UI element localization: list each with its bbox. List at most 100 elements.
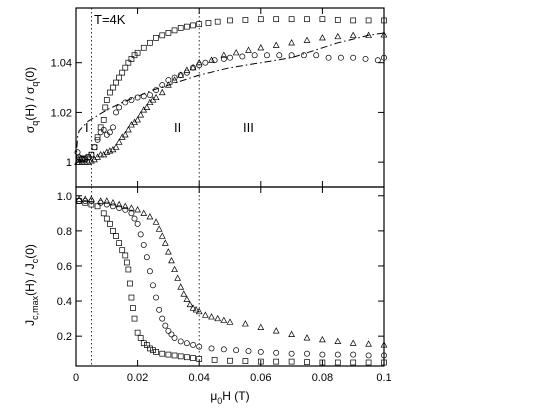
top-circle-marker [300, 52, 307, 59]
top-circle-marker [134, 94, 141, 101]
bot-triangle-marker [103, 197, 111, 204]
bot-square-marker [131, 315, 138, 322]
top-square-marker [319, 16, 326, 23]
bot-square-marker [116, 240, 122, 247]
top-triangle-marker [272, 41, 280, 48]
top-y-axis-label: σq(H) / σq(0) [23, 67, 40, 133]
bot-circle-marker [122, 206, 129, 213]
top-triangle-marker [143, 103, 151, 110]
top-plot-frame [75, 7, 385, 188]
x-tick-label: 0.08 [312, 372, 333, 384]
bottom-x-ticks: 0 0.02 0.04 0.06 0.08 0.1 [73, 187, 392, 384]
bot-triangle-marker [128, 204, 135, 211]
top-y-label-sub2: q [30, 82, 40, 87]
bot-circle-marker [153, 294, 160, 301]
bot-triangle-marker [155, 225, 163, 232]
top-y-label-sigma: σ [23, 125, 37, 133]
bottom-plot-frame [75, 186, 385, 367]
bot-square-marker [123, 259, 130, 266]
bottom-panel: 0.2 0.4 0.6 0.8 1.0 0 0.02 0.04 0.06 0.08 0.1 Jc,… [23, 186, 392, 406]
bot-circle-marker [150, 282, 156, 289]
top-y-tick-label: 1.02 [51, 107, 72, 119]
top-square-marker [273, 16, 280, 23]
bot-y-tick-label: 0.2 [57, 331, 72, 343]
bot-triangle-marker [146, 213, 154, 220]
bottom-data-markers [75, 195, 388, 366]
top-square-marker [102, 104, 109, 111]
bot-circle-marker [177, 338, 184, 345]
top-circle-marker [122, 99, 129, 106]
top-square-marker [159, 32, 166, 39]
bot-triangle-marker [174, 274, 182, 281]
top-square-marker [125, 59, 132, 66]
bot-triangle-marker [365, 340, 372, 347]
top-circle-marker [325, 54, 332, 61]
bot-square-marker [127, 280, 133, 287]
bot-triangle-marker [195, 307, 203, 315]
bot-square-marker [171, 352, 178, 359]
top-triangle-marker [134, 116, 141, 123]
bot-square-marker [319, 359, 326, 366]
bot-triangle-marker [186, 300, 194, 308]
top-square-marker [134, 49, 141, 56]
bot-circle-marker [288, 350, 295, 357]
bottom-y-label-end: (0) [23, 244, 37, 259]
top-circle-marker [337, 54, 344, 61]
bot-square-marker [130, 305, 136, 311]
bot-triangle-marker [242, 320, 249, 327]
bot-square-marker [350, 359, 357, 366]
top-y-tick-label: 1.04 [51, 58, 72, 70]
top-triangle-marker [349, 31, 357, 38]
top-circle-marker [153, 87, 160, 93]
top-circle-marker [227, 54, 233, 61]
bot-circle-marker [183, 340, 190, 347]
bot-circle-marker [146, 268, 153, 275]
top-y-label-sub1: q [30, 121, 40, 126]
bot-y-tick-label: 0.4 [57, 296, 72, 308]
top-circle-marker [211, 57, 218, 64]
bot-square-marker [82, 199, 89, 206]
bot-triangle-marker [334, 337, 342, 344]
top-circle-marker [264, 52, 270, 59]
bot-circle-marker [350, 351, 357, 358]
top-square-marker [334, 17, 341, 23]
bot-triangle-marker [97, 197, 105, 204]
top-triangle-marker [257, 44, 265, 51]
top-triangle-marker [303, 36, 311, 43]
top-square-marker [288, 16, 295, 23]
bot-circle-marker [168, 331, 175, 338]
bot-square-marker [119, 247, 126, 254]
bot-triangle-marker [134, 206, 141, 213]
bot-square-marker [288, 358, 295, 365]
top-circle-marker [116, 104, 123, 111]
top-circle-marker [159, 82, 166, 89]
bot-circle-marker [233, 347, 240, 354]
top-panel: 11.021.04 T=4K I II III σq(H) / σq(0) [23, 7, 388, 188]
bot-y-tick-label: 1.0 [57, 191, 72, 203]
top-circle-marker [276, 52, 283, 59]
bot-triangle-marker [220, 316, 228, 323]
top-triangle-marker [189, 63, 197, 71]
top-triangle-marker [152, 93, 160, 101]
bot-square-marker [177, 353, 184, 360]
bot-triangle-marker [109, 199, 117, 206]
top-data-markers [74, 16, 388, 165]
region-label-2: II [174, 120, 181, 135]
bot-square-marker [184, 354, 190, 361]
bot-circle-marker [365, 352, 372, 359]
top-square-marker [350, 17, 357, 24]
top-circle-marker [374, 57, 381, 64]
top-circle-marker [220, 56, 227, 62]
bot-triangle-marker [272, 327, 280, 334]
bot-triangle-marker [152, 218, 160, 225]
bot-square-marker [304, 359, 310, 365]
top-square-marker [177, 25, 184, 31]
top-square-marker [171, 27, 178, 34]
x-tick-label: 0.1 [376, 372, 391, 384]
top-square-marker [119, 69, 126, 76]
top-circle-marker [171, 74, 178, 81]
bot-square-marker [122, 252, 129, 259]
top-circle-marker [106, 129, 113, 136]
bottom-y-label-mid: (H) / J [23, 263, 37, 296]
bot-triangle-marker [257, 323, 265, 330]
